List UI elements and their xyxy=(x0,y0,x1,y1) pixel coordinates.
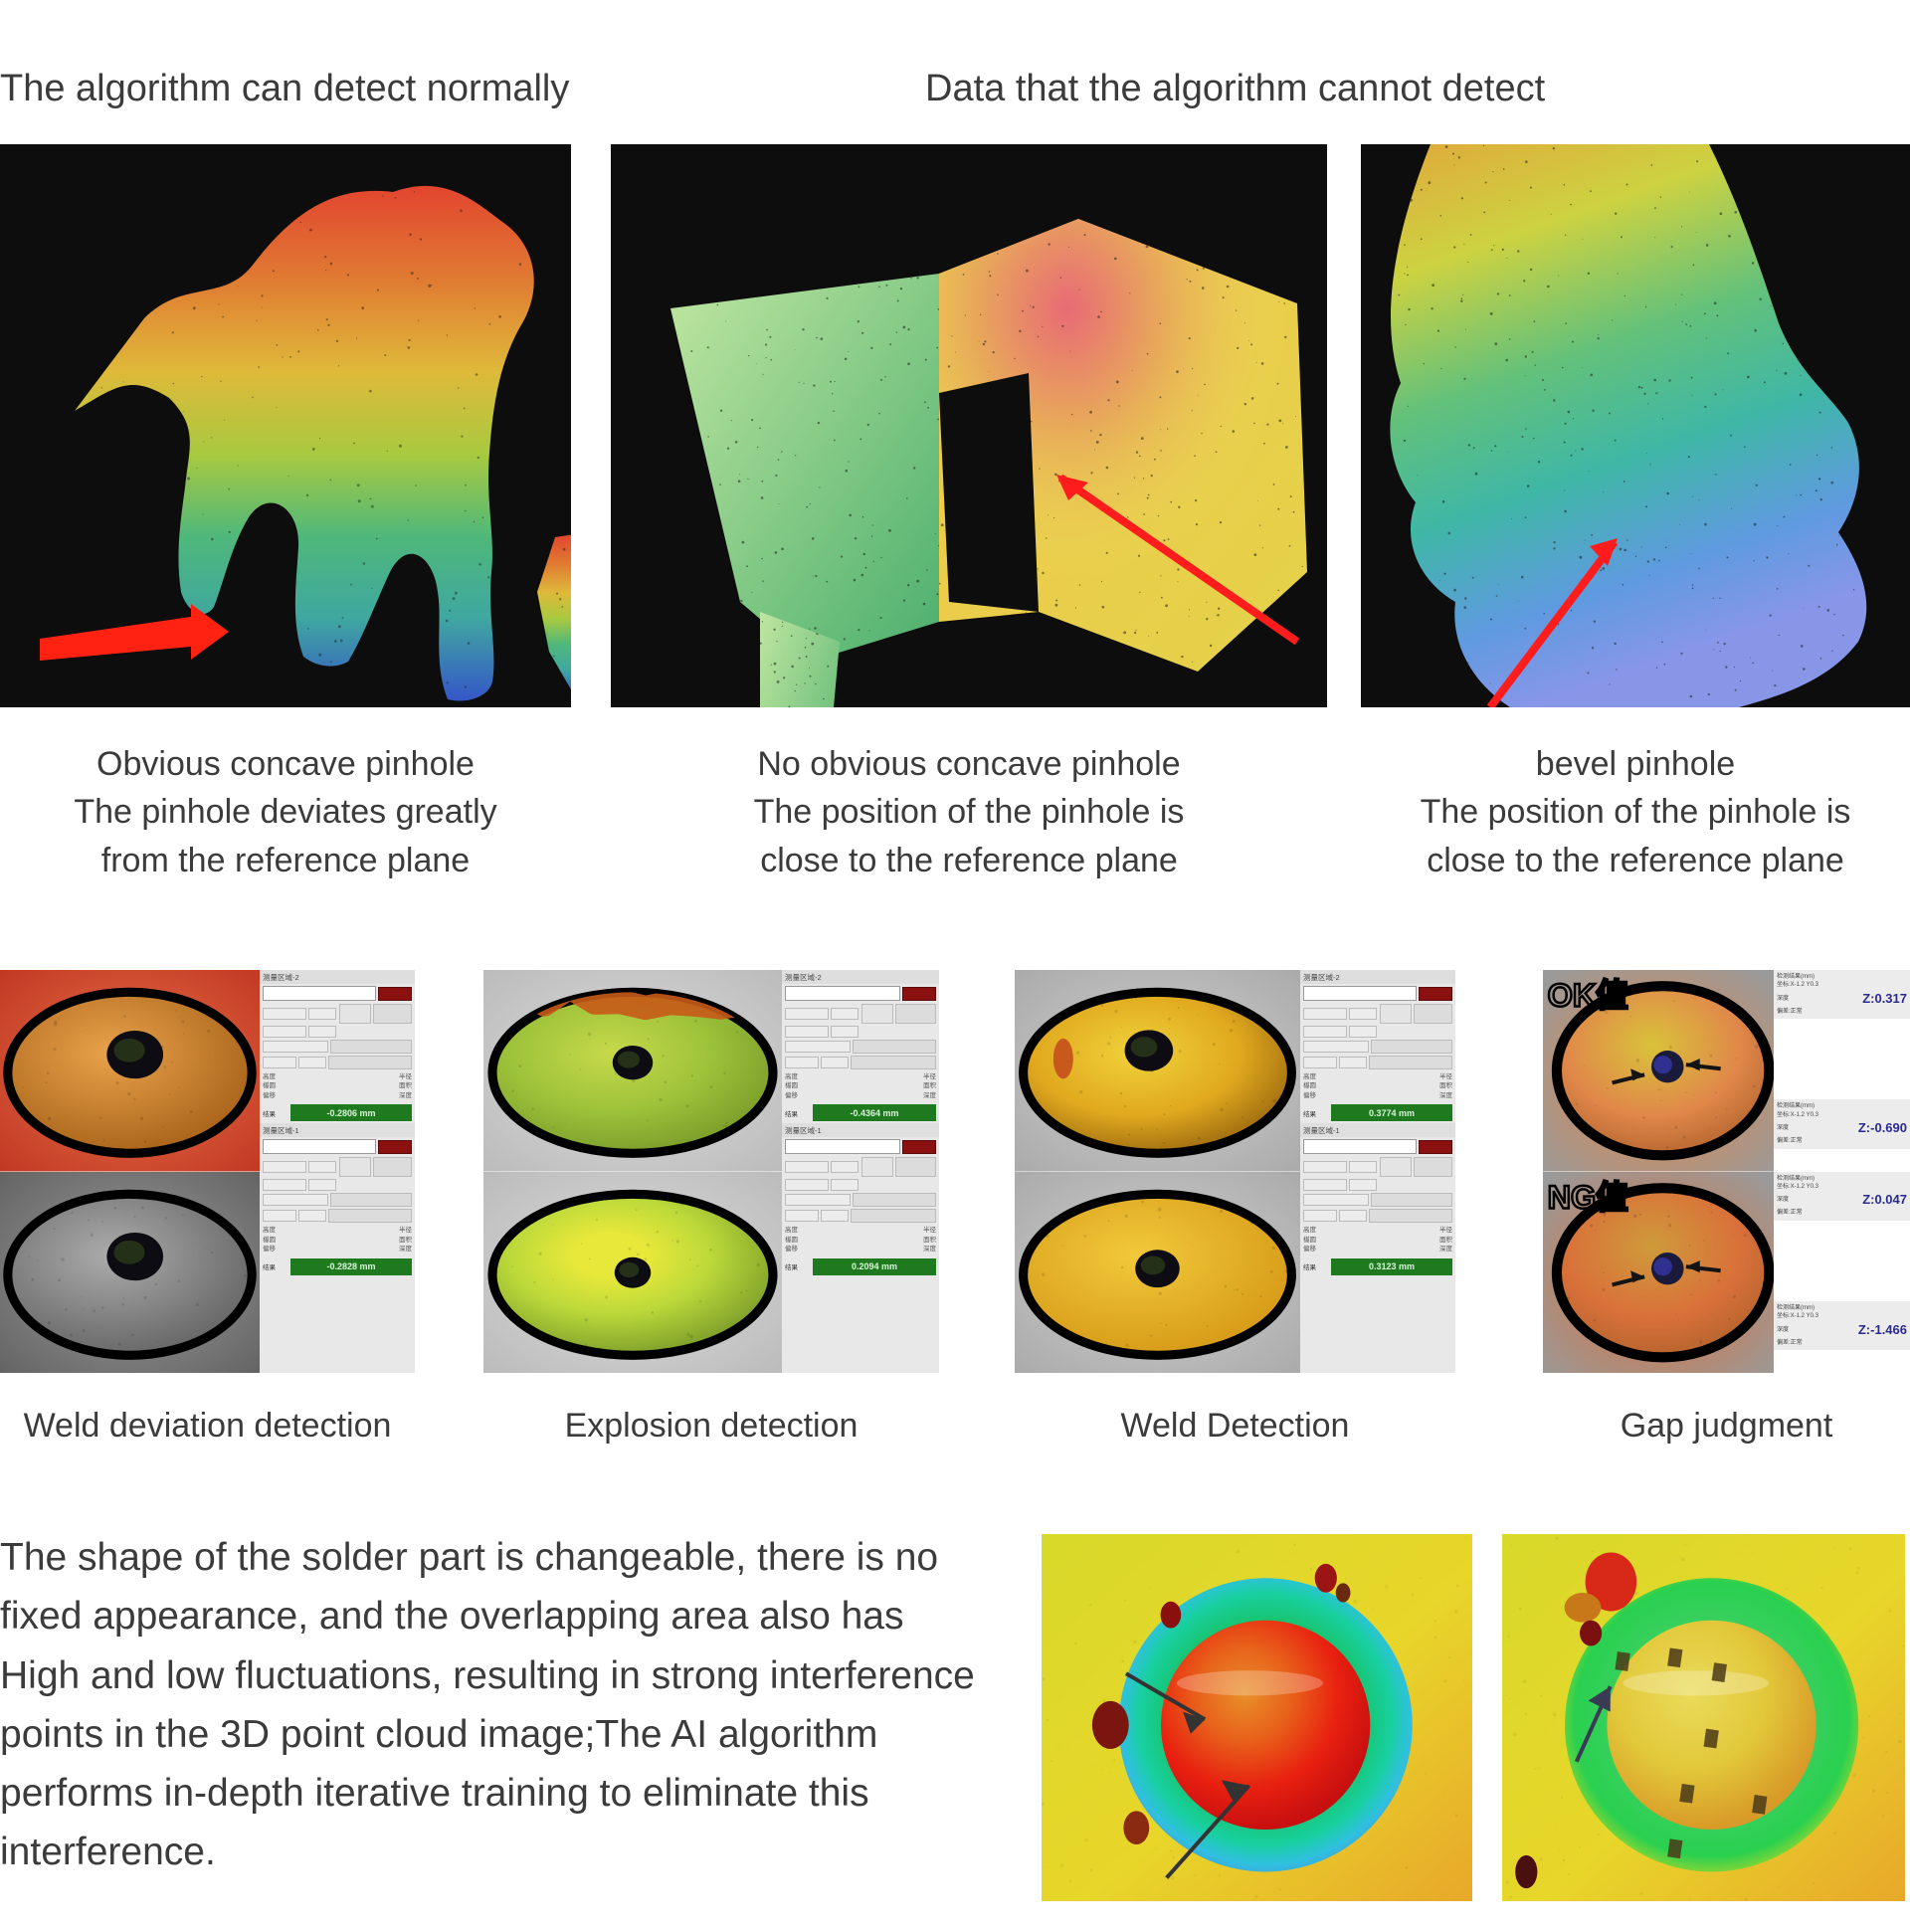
svg-text:NG值: NG值 xyxy=(1548,1179,1628,1215)
svg-text:OK值: OK值 xyxy=(1548,977,1628,1013)
